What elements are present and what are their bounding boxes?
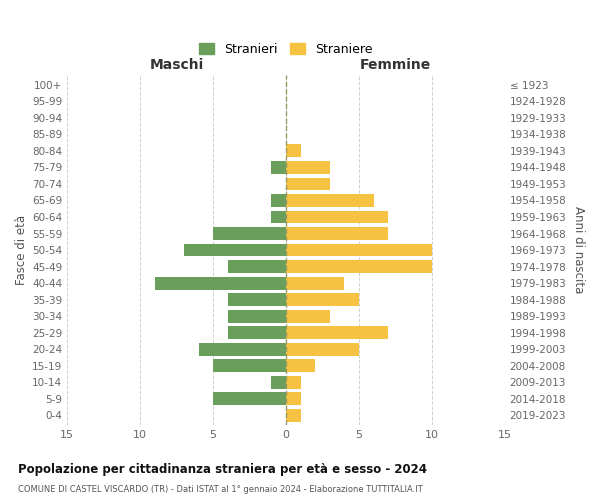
Bar — [199, 342, 286, 355]
Text: COMUNE DI CASTEL VISCARDO (TR) - Dati ISTAT al 1° gennaio 2024 - Elaborazione TU: COMUNE DI CASTEL VISCARDO (TR) - Dati IS… — [18, 485, 423, 494]
Bar — [286, 310, 330, 322]
Bar — [271, 376, 286, 388]
Bar — [184, 244, 286, 256]
Text: Maschi: Maschi — [149, 58, 204, 71]
Bar — [286, 359, 315, 372]
Bar — [228, 310, 286, 322]
Bar — [271, 194, 286, 207]
Bar — [286, 276, 344, 289]
Bar — [286, 144, 301, 158]
Bar — [271, 161, 286, 174]
Legend: Stranieri, Straniere: Stranieri, Straniere — [196, 39, 377, 60]
Bar — [271, 210, 286, 224]
Bar — [228, 326, 286, 339]
Bar — [286, 326, 388, 339]
Bar — [286, 342, 359, 355]
Bar — [286, 227, 388, 240]
Bar — [213, 392, 286, 405]
Bar — [286, 392, 301, 405]
Bar — [228, 293, 286, 306]
Bar — [155, 276, 286, 289]
Bar — [286, 244, 432, 256]
Bar — [213, 227, 286, 240]
Y-axis label: Fasce di età: Fasce di età — [15, 215, 28, 285]
Bar — [286, 409, 301, 422]
Bar — [286, 161, 330, 174]
Text: Femmine: Femmine — [360, 58, 431, 71]
Bar — [286, 194, 374, 207]
Text: Popolazione per cittadinanza straniera per età e sesso - 2024: Popolazione per cittadinanza straniera p… — [18, 462, 427, 475]
Bar — [286, 293, 359, 306]
Bar — [286, 210, 388, 224]
Bar — [228, 260, 286, 273]
Bar — [286, 260, 432, 273]
Bar — [286, 178, 330, 190]
Y-axis label: Anni di nascita: Anni di nascita — [572, 206, 585, 294]
Bar — [286, 376, 301, 388]
Bar — [213, 359, 286, 372]
